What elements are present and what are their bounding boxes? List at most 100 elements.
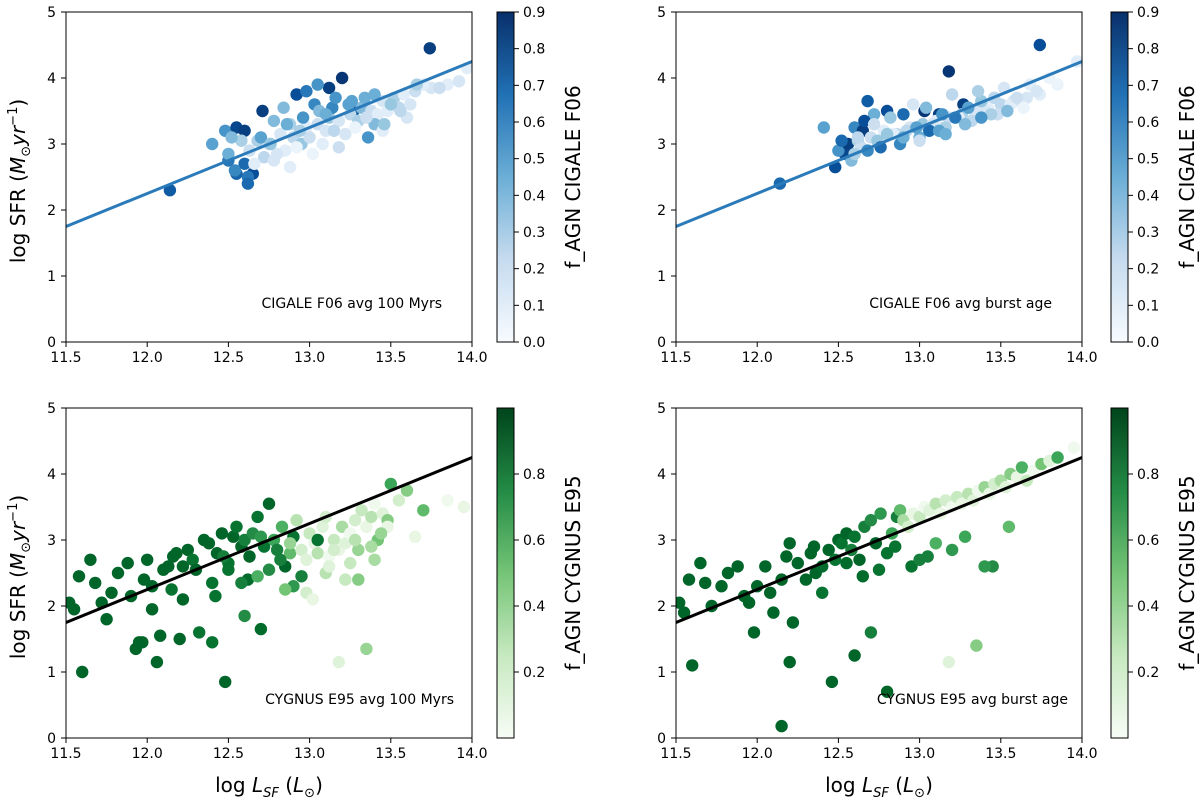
data-point (303, 131, 316, 144)
fit-line (66, 456, 472, 624)
data-point (181, 543, 194, 557)
data-point (262, 563, 276, 576)
data-point (360, 520, 373, 533)
data-point (257, 151, 271, 164)
colorbar (496, 407, 515, 739)
data-point (327, 124, 341, 137)
colorbar-tick-label: 0.4 (523, 188, 545, 204)
data-point (344, 556, 357, 570)
colorbar (496, 11, 515, 343)
y-tick-label: 3 (657, 533, 666, 549)
data-point (721, 566, 735, 580)
y-tick-label: 3 (657, 137, 666, 153)
data-point (978, 560, 991, 573)
data-point (457, 500, 471, 514)
panel-1: 11.5 12.0 12.5 13.0 13.5 14.0 0 1 2 3 4 5 CIGALE F06… (6, 5, 585, 366)
data-point (154, 629, 167, 642)
plot-area (66, 42, 472, 228)
y-axis-label: log SFR (M⊙yr−1) (6, 99, 34, 263)
colorbar-tick-label: 0.8 (523, 42, 545, 58)
y-tick-label: 4 (47, 71, 56, 87)
data-point (241, 177, 255, 190)
data-point (945, 543, 959, 557)
colorbar-label: f_AGN CIGALE F06 (1175, 85, 1199, 268)
data-point (335, 71, 349, 85)
data-point (100, 613, 113, 626)
data-point (84, 553, 97, 566)
data-point (193, 626, 206, 639)
data-point (352, 543, 365, 557)
data-point (423, 42, 436, 55)
data-point (235, 576, 248, 590)
data-point (958, 530, 972, 543)
data-point (206, 576, 219, 590)
data-point (880, 127, 894, 141)
data-point (864, 514, 878, 527)
data-point (742, 596, 756, 609)
y-tick-label: 1 (47, 665, 56, 681)
data-point (848, 530, 861, 543)
data-point (274, 553, 287, 566)
data-point (332, 141, 345, 154)
y-tick-label: 5 (47, 401, 56, 417)
colorbar-tick-label: 0.4 (1137, 188, 1159, 204)
data-point (889, 540, 902, 553)
y-tick-label: 3 (47, 533, 56, 549)
data-point (311, 533, 324, 547)
data-point (694, 556, 707, 570)
data-point (677, 606, 691, 619)
colorbar-label: f_AGN CYGNUS E95 (561, 475, 585, 670)
colorbar-tick-label: 0.7 (1137, 78, 1159, 94)
colorbar-tick-label: 0.1 (1137, 298, 1159, 314)
data-point (267, 154, 281, 167)
panel-annotation: CYGNUS E95 avg 100 Myrs (265, 692, 454, 708)
colorbar-tick-label: 0.2 (523, 262, 545, 278)
data-point (835, 537, 848, 550)
colorbar-tick-label: 0.6 (523, 115, 545, 131)
panel-2: 11.5 12.0 12.5 13.0 13.5 14.0 0 1 2 3 4 5 CIGALE F06… (657, 5, 1199, 366)
data-point (686, 659, 699, 672)
plot-area (66, 456, 472, 689)
data-point (332, 655, 345, 669)
data-point (243, 550, 256, 563)
y-tick-label: 2 (47, 203, 56, 219)
data-point (348, 514, 362, 527)
fit-line (676, 60, 1082, 228)
data-point (296, 111, 310, 124)
x-tick-label: 14.0 (1066, 746, 1097, 762)
y-tick-label: 2 (657, 599, 666, 615)
colorbar-tick-label: 0.5 (523, 152, 545, 168)
x-tick-label: 13.5 (375, 350, 406, 366)
data-point (864, 626, 878, 639)
data-point (783, 655, 796, 669)
data-point (202, 537, 216, 550)
data-point (327, 533, 341, 547)
data-point (747, 626, 761, 639)
data-point (254, 131, 268, 144)
colorbar-tick-label: 0.2 (523, 665, 545, 681)
data-point (371, 108, 384, 121)
data-point (1002, 520, 1016, 533)
data-point (176, 593, 190, 606)
data-point (368, 88, 381, 101)
data-point (222, 563, 235, 576)
data-point (306, 593, 319, 606)
colorbar-tick-label: 0.0 (1137, 335, 1159, 351)
data-point (348, 533, 362, 547)
data-point (409, 530, 422, 543)
data-point (441, 494, 454, 507)
data-point (348, 121, 362, 134)
x-tick-label: 11.5 (50, 746, 81, 762)
data-point (327, 543, 341, 557)
data-point (867, 118, 881, 131)
colorbar-label: f_AGN CIGALE F06 (561, 85, 585, 268)
colorbar-tick-label: 0.2 (1137, 262, 1159, 278)
data-point (897, 108, 910, 121)
colorbar-tick-label: 0.7 (523, 78, 545, 94)
data-point (404, 98, 417, 111)
data-point (984, 108, 998, 121)
data-point (682, 573, 696, 586)
data-point (316, 137, 329, 151)
x-tick-label: 11.5 (50, 350, 81, 366)
data-point (374, 527, 388, 540)
